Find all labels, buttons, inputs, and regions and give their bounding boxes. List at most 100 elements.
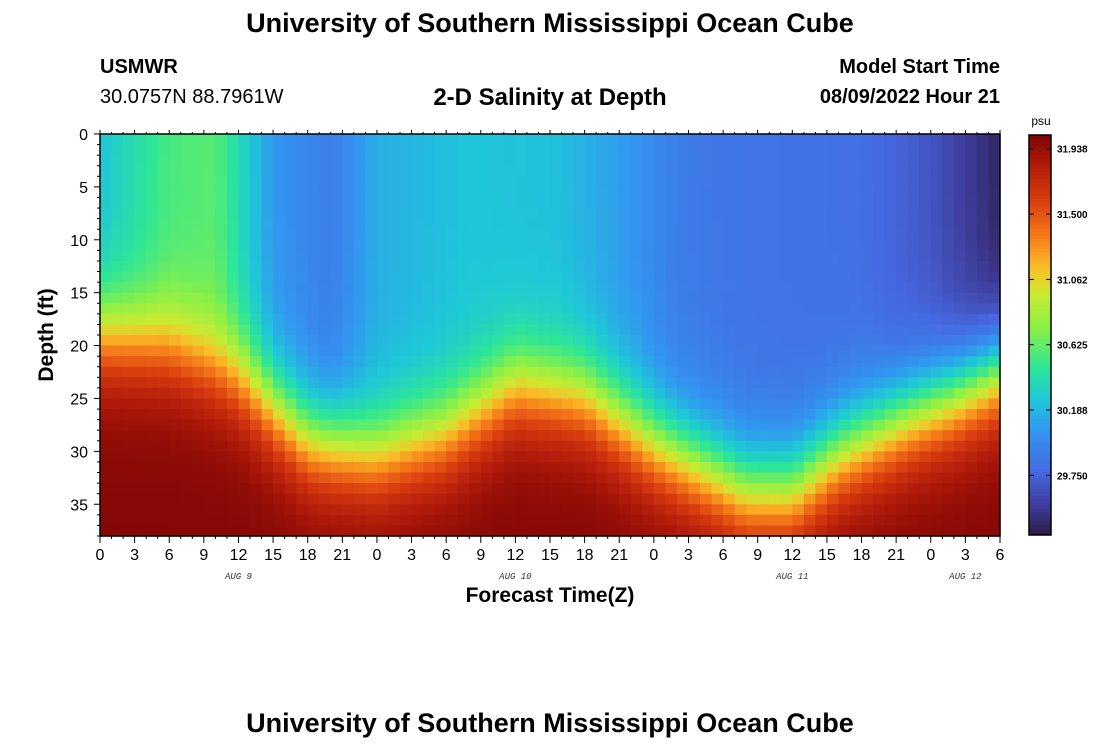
heatmap-cell	[365, 504, 378, 516]
heatmap-cell	[711, 387, 724, 400]
heatmap-cell	[388, 250, 401, 262]
heatmap-cell	[780, 260, 793, 273]
colorbar-segment	[1029, 181, 1051, 186]
heatmap-cell	[642, 387, 655, 400]
heatmap-cell	[250, 525, 263, 537]
heatmap-cell	[619, 155, 632, 167]
heatmap-cell	[919, 451, 932, 463]
heatmap-cell	[180, 186, 193, 199]
heatmap-cell	[296, 239, 309, 251]
heatmap-cell	[457, 451, 470, 463]
heatmap-cell	[676, 197, 690, 209]
colorbar-segment	[1029, 441, 1051, 446]
heatmap-cell	[815, 493, 828, 505]
heatmap-cell	[723, 504, 736, 516]
heatmap-cell	[700, 514, 713, 527]
heatmap-cell	[711, 430, 724, 442]
heatmap-cell	[988, 419, 1001, 431]
heatmap-cell	[907, 493, 920, 505]
heatmap-cell	[630, 398, 643, 410]
heatmap-cell	[434, 472, 447, 484]
heatmap-cell	[192, 176, 205, 188]
heatmap-cell	[226, 525, 240, 537]
heatmap-cell	[573, 377, 586, 389]
heatmap-cell	[423, 345, 436, 357]
heatmap-cell	[896, 504, 909, 516]
heatmap-cell	[180, 451, 193, 463]
colorbar-segment	[1029, 481, 1051, 486]
heatmap-cell	[596, 335, 609, 347]
heatmap-cell	[238, 398, 251, 410]
heatmap-cell	[330, 461, 343, 474]
heatmap-cell	[826, 324, 840, 336]
heatmap-cell	[492, 165, 505, 177]
heatmap-cell	[700, 218, 713, 230]
heatmap-cell	[815, 430, 828, 442]
heatmap-cell	[400, 461, 413, 474]
heatmap-cell	[319, 483, 332, 495]
heatmap-cell	[423, 313, 436, 326]
heatmap-cell	[642, 229, 655, 241]
heatmap-cell	[123, 260, 136, 273]
heatmap-cell	[792, 250, 805, 262]
heatmap-cell	[826, 483, 840, 495]
heatmap-cell	[769, 208, 782, 220]
heatmap-cell	[596, 514, 609, 527]
heatmap-cell	[100, 409, 113, 421]
heatmap-cell	[792, 239, 805, 251]
heatmap-cell	[319, 260, 332, 273]
heatmap-cell	[850, 525, 863, 537]
heatmap-cell	[250, 218, 263, 230]
heatmap-cell	[676, 239, 690, 251]
heatmap-cell	[850, 208, 863, 220]
heatmap-cell	[434, 155, 447, 167]
heatmap-cell	[884, 197, 897, 209]
heatmap-cell	[238, 208, 251, 220]
heatmap-cell	[850, 398, 863, 410]
heatmap-cell	[803, 260, 816, 273]
heatmap-cell	[550, 208, 563, 220]
heatmap-cell	[480, 155, 493, 167]
heatmap-cell	[676, 419, 690, 431]
colorbar-segment	[1029, 238, 1051, 243]
heatmap-cell	[607, 451, 620, 463]
heatmap-cell	[896, 282, 909, 294]
heatmap-cell	[573, 366, 586, 378]
heatmap-cell	[538, 271, 551, 283]
heatmap-cell	[226, 430, 240, 442]
heatmap-cell	[965, 324, 978, 336]
heatmap-cell	[723, 483, 736, 495]
heatmap-cell	[930, 239, 943, 251]
heatmap-cell	[526, 398, 540, 410]
colorbar-segment	[1029, 218, 1051, 223]
heatmap-cell	[146, 366, 159, 378]
heatmap-cell	[676, 303, 690, 315]
heatmap-cell	[734, 324, 747, 336]
heatmap-cell	[400, 324, 413, 336]
heatmap-cell	[550, 324, 563, 336]
heatmap-cell	[619, 292, 632, 304]
heatmap-cell	[261, 398, 274, 410]
heatmap-cell	[850, 165, 863, 177]
heatmap-cell	[919, 176, 932, 188]
heatmap-cell	[250, 514, 263, 527]
heatmap-cell	[884, 387, 897, 400]
heatmap-cell	[584, 271, 597, 283]
heatmap-cell	[676, 451, 690, 463]
heatmap-cell	[665, 303, 678, 315]
page-title-bottom: University of Southern Mississippi Ocean…	[246, 708, 854, 738]
heatmap-cell	[146, 504, 159, 516]
heatmap-cell	[376, 271, 390, 283]
heatmap-cell	[896, 292, 909, 304]
heatmap-cell	[503, 440, 516, 452]
heatmap-cell	[757, 440, 770, 452]
heatmap-cell	[538, 409, 551, 421]
heatmap-cell	[457, 493, 470, 505]
heatmap-cell	[330, 409, 343, 421]
heatmap-cell	[584, 493, 597, 505]
heatmap-cell	[988, 208, 1001, 220]
heatmap-cell	[861, 197, 874, 209]
heatmap-cell	[203, 165, 216, 177]
heatmap-cell	[792, 186, 805, 199]
heatmap-cell	[261, 440, 274, 452]
